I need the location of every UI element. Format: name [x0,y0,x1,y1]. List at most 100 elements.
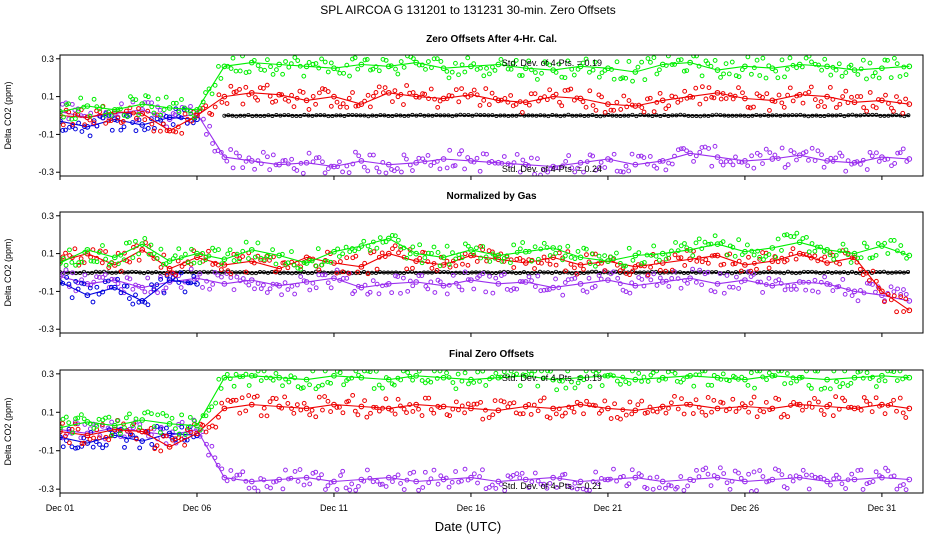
data-point [465,262,471,268]
data-point [641,155,647,160]
data-point [160,121,166,127]
data-point [286,64,292,70]
data-point [572,275,578,281]
data-point [176,246,182,252]
data-point [361,478,367,484]
data-point [803,287,809,293]
data-point [395,94,401,100]
data-point [456,479,461,485]
data-point [553,250,559,256]
plot-frame [59,54,924,177]
data-point [898,243,904,248]
data-point [676,255,681,261]
data-point [482,113,487,118]
data-point [179,436,184,442]
data-point [285,260,291,266]
data-point [778,370,784,374]
data-point [800,407,805,413]
data-point [133,269,138,274]
data-point [779,57,785,63]
data-point [60,420,65,426]
data-point [526,274,532,280]
data-point [133,97,139,103]
data-point [714,280,721,287]
data-point [806,400,812,406]
data-point [855,468,861,473]
data-point [103,434,109,440]
data-point [440,374,447,381]
data-point [772,152,778,158]
data-point [90,270,95,275]
data-point [248,372,255,379]
data-point [106,437,112,443]
data-point [502,96,508,101]
data-point [541,254,547,260]
data-point [669,275,675,281]
data-point [110,270,115,275]
data-point [684,68,690,73]
data-point [231,476,237,482]
data-point [139,246,146,253]
data-point [337,404,342,410]
data-point [328,480,334,485]
data-point [361,164,367,170]
data-point [529,278,534,284]
data-point [705,395,711,400]
data-point [814,244,820,250]
data-point [501,61,507,67]
data-point [380,90,386,96]
data-point [453,386,459,392]
data-point [837,248,843,254]
data-point [654,71,660,77]
data-point [650,408,656,414]
data-point [240,373,246,379]
data-point [769,372,776,379]
data-point [166,420,173,427]
data-point [673,94,678,100]
data-point [736,405,742,411]
data-point [690,411,696,416]
data-point [151,286,157,292]
data-point [434,56,440,62]
data-point [358,243,365,249]
data-point [623,289,629,295]
data-point [298,266,304,272]
data-point [233,270,238,275]
data-point [812,158,818,163]
data-point [563,268,568,274]
data-point [357,270,362,275]
data-point [466,112,471,117]
data-point [806,114,811,119]
data-point [136,251,142,257]
data-point [538,481,544,487]
data-point [292,375,298,381]
data-point [248,246,255,253]
data-point [858,161,863,167]
data-point [550,93,556,100]
data-point [802,113,807,118]
data-point [624,104,630,110]
data-point [391,168,397,174]
data-point [697,267,703,273]
data-point [904,255,909,261]
data-point [678,243,684,249]
data-point [721,261,727,267]
data-point [233,68,239,74]
data-point [587,384,593,389]
data-point [608,107,614,113]
data-point [358,158,365,164]
data-point [371,404,376,410]
data-point [675,147,681,153]
data-point [295,265,301,271]
data-point [794,113,799,118]
data-point [425,286,431,292]
data-point [169,415,175,421]
data-point [410,377,415,383]
data-point [720,91,726,96]
data-point [449,93,455,99]
data-point [261,405,267,411]
data-point [510,113,515,118]
data-point [489,482,495,488]
data-point [602,165,608,170]
data-point [782,113,787,118]
